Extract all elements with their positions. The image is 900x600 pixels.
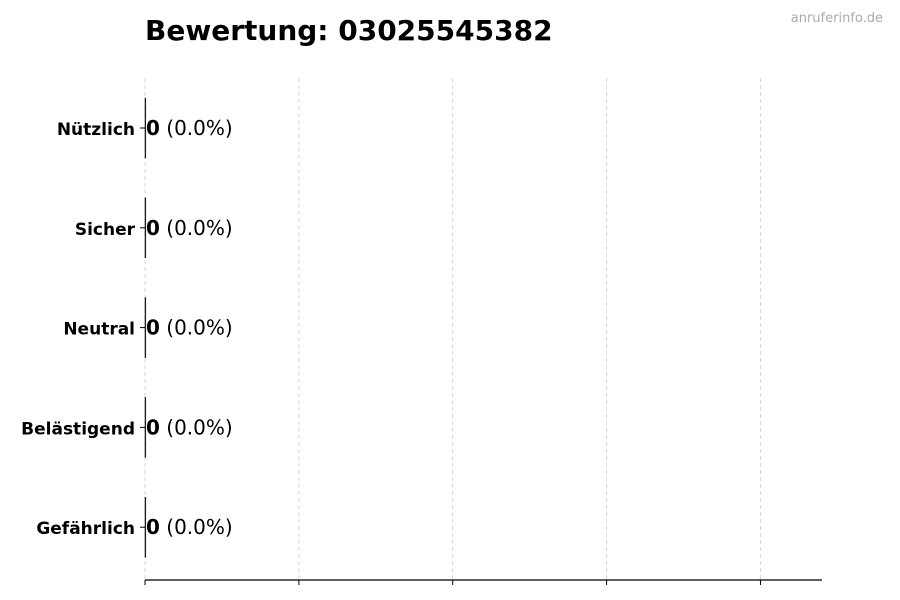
percent-label: (0.0%): [160, 116, 233, 140]
value-label: 0: [146, 216, 160, 240]
percent-label: (0.0%): [160, 515, 233, 539]
category-label: Neutral: [63, 320, 135, 340]
category-label: Nützlich: [57, 120, 135, 140]
percent-label: (0.0%): [160, 415, 233, 439]
data-label: 0 (0.0%): [146, 515, 233, 539]
data-label: 0 (0.0%): [146, 316, 233, 340]
category-label: Gefährlich: [36, 519, 135, 539]
data-label: 0 (0.0%): [146, 415, 233, 439]
value-label: 0: [146, 415, 160, 439]
category-label: Belästigend: [21, 419, 135, 439]
value-label: 0: [146, 116, 160, 140]
data-label: 0 (0.0%): [146, 116, 233, 140]
category-label: Sicher: [75, 220, 136, 240]
watermark: anruferinfo.de: [791, 11, 883, 26]
value-label: 0: [146, 515, 160, 539]
value-label: 0: [146, 316, 160, 340]
chart-title: Bewertung: 03025545382: [145, 14, 553, 47]
data-label: 0 (0.0%): [146, 216, 233, 240]
percent-label: (0.0%): [160, 216, 233, 240]
percent-label: (0.0%): [160, 316, 233, 340]
